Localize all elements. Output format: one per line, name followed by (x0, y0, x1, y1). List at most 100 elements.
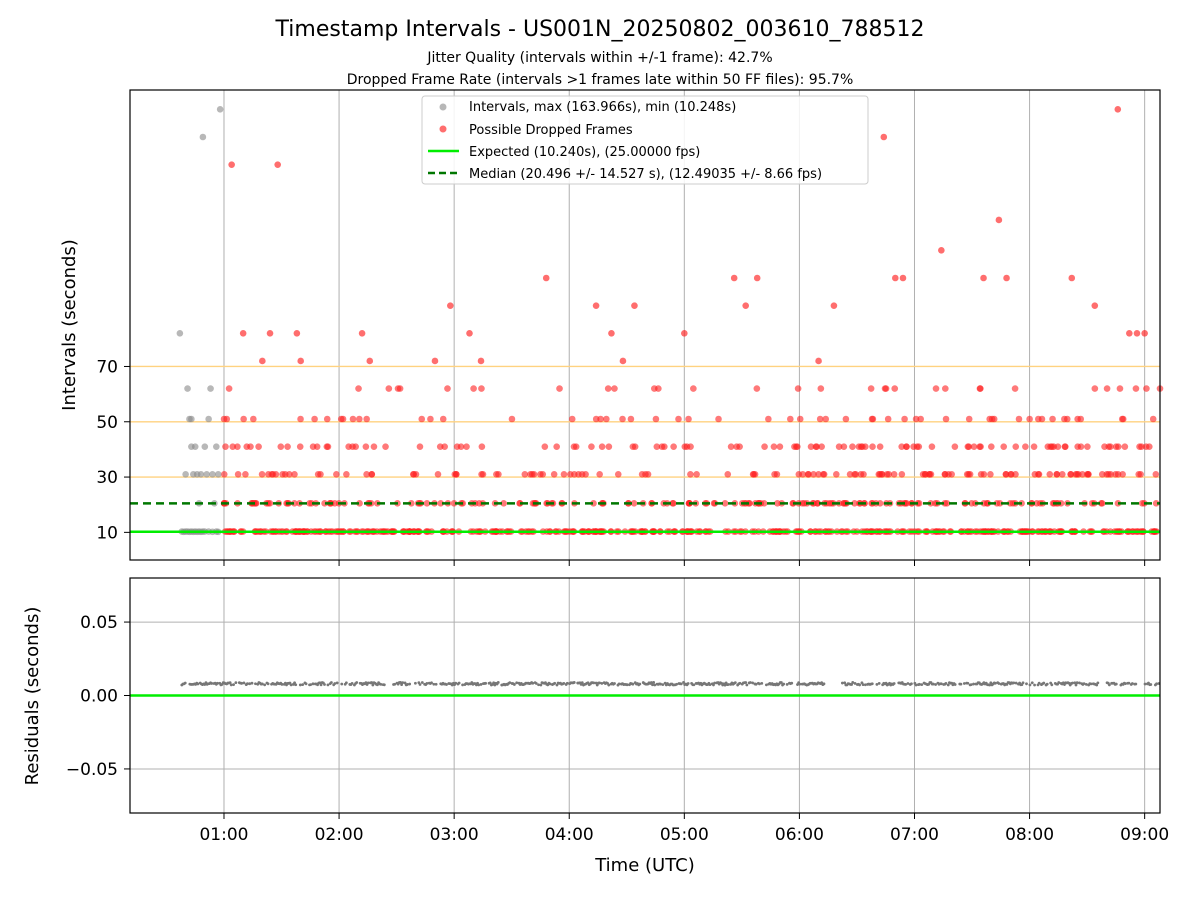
residual-point (944, 682, 948, 685)
residual-point (1089, 682, 1093, 686)
residual-point (1037, 681, 1041, 685)
dropped-frame-point (750, 470, 757, 478)
dropped-frame-point (242, 470, 249, 478)
residual-point (572, 681, 576, 684)
interval-point (184, 385, 191, 392)
top-ytick-label: 30 (96, 468, 118, 488)
dropped-frame-point (479, 470, 487, 478)
residual-point (405, 683, 409, 686)
dropped-frame-point (721, 500, 729, 507)
dropped-frame-point (770, 443, 778, 450)
residual-point (326, 683, 330, 687)
residual-point (250, 681, 254, 685)
dropped-frame-point (220, 470, 228, 478)
dropped-frame-point (912, 415, 920, 423)
dropped-frame-point (477, 357, 485, 365)
dropped-frame-point (441, 443, 448, 450)
residual-point (727, 683, 730, 686)
bottom-ytick-label: −0.05 (66, 760, 118, 780)
residual-point (280, 682, 284, 686)
dropped-frame-point (243, 443, 251, 450)
legend: Intervals, max (163.966s), min (10.248s)… (421, 95, 869, 185)
interval-point (216, 106, 224, 113)
residual-point (600, 681, 604, 685)
top-ytick-label: 70 (96, 357, 118, 377)
residual-point (906, 682, 910, 685)
dropped-frame-point (311, 415, 318, 423)
legend-box (421, 95, 869, 185)
dropped-frame-point (1136, 443, 1143, 450)
dropped-frame-point (970, 443, 978, 450)
residual-point (289, 683, 293, 687)
residual-point (248, 682, 252, 686)
residual-point (953, 683, 957, 686)
dropped-frame-point (1012, 443, 1020, 450)
residual-point (613, 682, 616, 685)
dropped-frame-point (1152, 470, 1160, 478)
residual-point (370, 681, 374, 684)
dropped-frame-point (495, 470, 502, 478)
interval-point (201, 443, 209, 450)
dropped-frame-point (431, 357, 439, 365)
residual-point (1082, 682, 1086, 686)
dropped-frame-point (938, 247, 945, 254)
residual-point (920, 683, 924, 687)
dropped-frame-point (852, 470, 860, 478)
dropped-frame-point (765, 415, 772, 423)
residual-point (1075, 681, 1079, 685)
dropped-frame-point (293, 329, 301, 337)
dropped-frame-point (297, 415, 304, 423)
dropped-frame-point (500, 500, 508, 507)
legend-median-label: Median (20.496 +/- 14.527 s), (12.49035 … (469, 167, 822, 182)
dropped-frame-point (899, 274, 907, 282)
dropped-frame-point (814, 500, 821, 507)
dropped-frame-point (1133, 329, 1141, 337)
residual-point (216, 681, 219, 685)
interval-point (207, 385, 214, 392)
residual-point (863, 683, 867, 687)
residual-point (379, 682, 383, 686)
interval-point (188, 415, 195, 423)
dropped-frame-point (885, 470, 893, 478)
dropped-frame-point (418, 415, 426, 423)
dropped-frame-point (1137, 470, 1144, 478)
residual-point (1114, 682, 1118, 686)
dropped-frame-point (447, 302, 454, 309)
dropped-frame-point (693, 470, 700, 478)
residual-point (607, 683, 611, 687)
residual-point (1050, 683, 1054, 687)
dropped-frame-point (560, 470, 568, 478)
residual-point (853, 682, 857, 685)
residual-point (234, 681, 238, 685)
intervals-panel: 10 30 50 70 Intervals (seconds) Intervals, … (59, 89, 1164, 566)
dropped-frame-point (266, 500, 274, 507)
dropped-frame-point (724, 470, 732, 478)
dropped-frame-point (470, 385, 477, 392)
dropped-frame-point (805, 470, 812, 478)
dropped-frame-point (1006, 500, 1014, 507)
dropped-frame-point (542, 274, 550, 282)
residual-point (580, 681, 584, 685)
residual-point (539, 683, 543, 687)
dropped-frame-point (891, 385, 899, 392)
dropped-frame-point (733, 443, 740, 450)
dropped-frame-point (730, 274, 738, 282)
dropped-frame-point (892, 274, 899, 282)
residual-point (745, 683, 749, 687)
residuals-panel: 0.05 0.00 −0.05 01:00 02:00 03:00 04:00 05:00 0… (22, 577, 1169, 845)
bottom-ytick-label: 0.00 (80, 687, 118, 707)
dropped-frame-point (817, 385, 825, 392)
residual-point (477, 683, 481, 687)
dropped-frame-point (1143, 385, 1150, 392)
dropped-frame-point (225, 385, 233, 392)
interval-point (176, 329, 184, 337)
dropped-frame-point (1057, 500, 1065, 507)
dropped-frame-point (1026, 415, 1033, 423)
legend-expected-label: Expected (10.240s), (25.00000 fps) (469, 145, 700, 160)
dropped-frame-point (1061, 443, 1069, 450)
residual-point (479, 683, 483, 686)
residual-point (592, 681, 596, 685)
residual-point (393, 682, 397, 686)
dropped-frame-point (596, 470, 603, 478)
dropped-frame-point (603, 415, 610, 423)
